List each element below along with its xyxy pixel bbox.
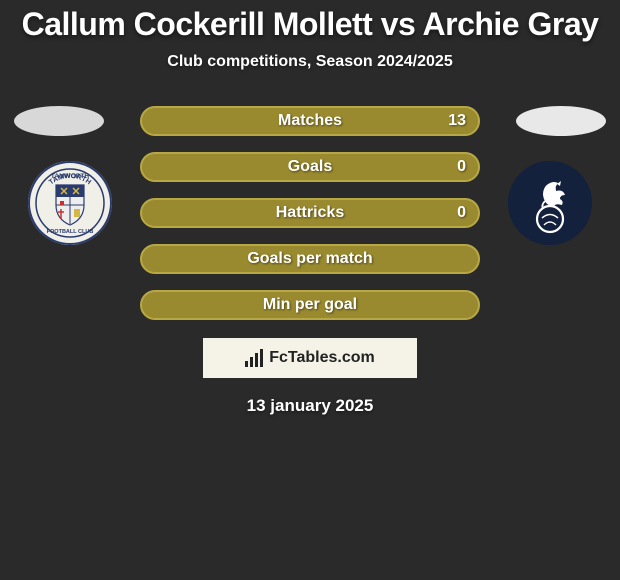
stat-row-goals-per-match: Goals per match	[140, 244, 480, 274]
comparison-subtitle: Club competitions, Season 2024/2025	[0, 53, 620, 71]
stat-value-right: 13	[448, 112, 466, 130]
tottenham-crest-icon	[508, 161, 592, 245]
comparison-title: Callum Cockerill Mollett vs Archie Gray	[0, 0, 620, 43]
bars-icon	[245, 349, 263, 367]
stat-label: Goals	[288, 158, 332, 176]
player-marker-right	[516, 106, 606, 136]
svg-text:TAMWORTH: TAMWORTH	[51, 173, 89, 180]
stat-row-goals: Goals 0	[140, 152, 480, 182]
stat-value-right: 0	[457, 158, 466, 176]
stat-row-min-per-goal: Min per goal	[140, 290, 480, 320]
club-crest-right	[508, 161, 592, 245]
stat-value-right: 0	[457, 204, 466, 222]
stats-area: TAMWORTH TAMWORTH FOOTBALL CLUB	[0, 106, 620, 320]
stat-label: Matches	[278, 112, 342, 130]
player-marker-left	[14, 106, 104, 136]
stat-row-matches: Matches 13	[140, 106, 480, 136]
stat-rows: Matches 13 Goals 0 Hattricks 0 Goals per…	[140, 106, 480, 320]
tamworth-crest-icon: TAMWORTH TAMWORTH FOOTBALL CLUB	[28, 161, 112, 245]
svg-text:FOOTBALL CLUB: FOOTBALL CLUB	[47, 229, 94, 235]
stat-label: Hattricks	[276, 204, 344, 222]
club-crest-left: TAMWORTH TAMWORTH FOOTBALL CLUB	[28, 161, 112, 245]
stat-row-hattricks: Hattricks 0	[140, 198, 480, 228]
snapshot-date: 13 january 2025	[0, 396, 620, 416]
attribution-badge: FcTables.com	[203, 338, 417, 378]
attribution-text: FcTables.com	[269, 349, 375, 367]
stat-label: Min per goal	[263, 296, 357, 314]
stat-label: Goals per match	[247, 250, 372, 268]
